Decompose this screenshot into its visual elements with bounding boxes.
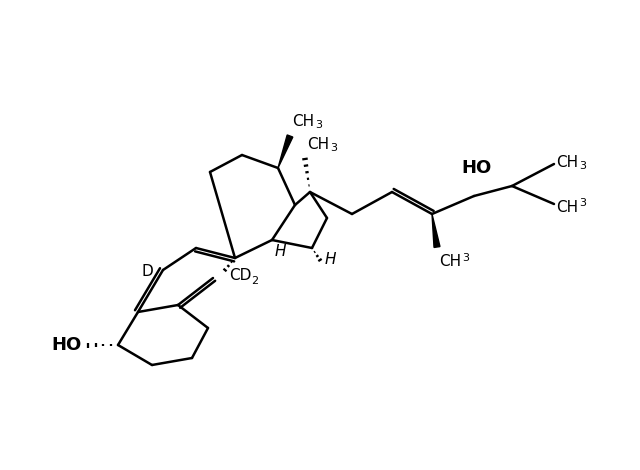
Text: HO: HO — [461, 159, 491, 177]
Polygon shape — [278, 135, 293, 168]
Text: CD: CD — [229, 268, 252, 283]
Text: 3: 3 — [462, 253, 469, 263]
Text: CH: CH — [556, 155, 578, 170]
Text: CH: CH — [556, 199, 578, 214]
Text: 3: 3 — [315, 120, 322, 130]
Text: H: H — [324, 252, 336, 267]
Text: CH: CH — [439, 254, 461, 269]
Polygon shape — [432, 214, 440, 247]
Text: D: D — [141, 265, 153, 280]
Text: 3: 3 — [330, 143, 337, 153]
Text: CH: CH — [292, 113, 314, 128]
Text: 2: 2 — [251, 276, 258, 286]
Text: 3: 3 — [579, 161, 586, 171]
Text: 3: 3 — [579, 198, 586, 208]
Text: H: H — [275, 244, 285, 259]
Text: CH: CH — [307, 136, 329, 151]
Text: HO: HO — [51, 336, 81, 354]
